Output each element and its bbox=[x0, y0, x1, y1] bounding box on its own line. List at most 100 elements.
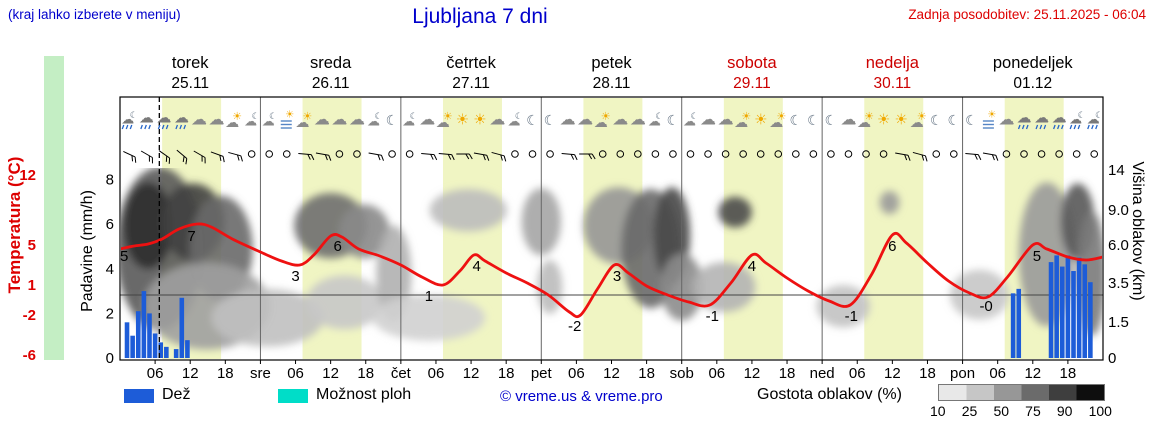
temp-value-label: 3 bbox=[291, 268, 299, 285]
svg-text:☾: ☾ bbox=[690, 111, 698, 121]
wind-row bbox=[123, 149, 1099, 165]
cloud-density-gradient bbox=[938, 384, 1105, 401]
svg-text:☁: ☁ bbox=[314, 112, 330, 129]
temperature-curve bbox=[121, 222, 1102, 319]
time-tick: ned bbox=[810, 365, 835, 382]
temp-value-label: -2 bbox=[568, 318, 581, 335]
svg-text:☁: ☁ bbox=[683, 114, 696, 129]
day-name: četrtek bbox=[446, 54, 496, 72]
page-title: Ljubljana 7 dni bbox=[412, 5, 548, 28]
showers-swatch bbox=[278, 389, 308, 403]
svg-text:☾: ☾ bbox=[269, 111, 277, 121]
temp-axis-tick: 5 bbox=[28, 237, 36, 254]
day-name: nedelja bbox=[866, 54, 920, 72]
svg-text:☀: ☀ bbox=[894, 112, 907, 129]
svg-text:☁: ☁ bbox=[295, 114, 309, 130]
svg-text:☁: ☁ bbox=[769, 114, 783, 130]
svg-text:☁: ☁ bbox=[700, 112, 716, 129]
svg-text:☾: ☾ bbox=[1095, 110, 1103, 120]
time-tick: 12 bbox=[603, 365, 620, 382]
day-date: 01.12 bbox=[1013, 75, 1052, 92]
temp-value-label: 1 bbox=[425, 288, 433, 305]
day-date: 26.11 bbox=[312, 75, 350, 92]
time-tick: 06 bbox=[568, 365, 585, 382]
svg-text:☁: ☁ bbox=[734, 114, 748, 130]
scale-tick: 25 bbox=[961, 403, 978, 419]
svg-text:☾: ☾ bbox=[515, 111, 523, 121]
svg-text:☁: ☁ bbox=[262, 114, 275, 129]
time-tick: 06 bbox=[708, 365, 725, 382]
svg-text:☀: ☀ bbox=[864, 111, 874, 123]
temp-axis-tick: -2 bbox=[23, 307, 36, 324]
day-name: torek bbox=[172, 54, 209, 72]
svg-text:☁: ☁ bbox=[857, 114, 871, 130]
svg-text:☁: ☁ bbox=[630, 112, 646, 129]
time-tick: 12 bbox=[1024, 365, 1041, 382]
side-strip bbox=[44, 56, 64, 360]
temp-value-label: -1 bbox=[845, 308, 858, 325]
day-date: 29.11 bbox=[733, 75, 771, 92]
svg-text:☾: ☾ bbox=[544, 112, 557, 128]
temp-axis-tick: -6 bbox=[23, 347, 36, 364]
svg-text:☾: ☾ bbox=[825, 112, 838, 128]
svg-text:☾: ☾ bbox=[667, 112, 680, 128]
svg-text:☁: ☁ bbox=[718, 112, 734, 129]
daylight-bands bbox=[162, 98, 1064, 359]
svg-text:☾: ☾ bbox=[526, 112, 539, 128]
precip-axis-tick: 0 bbox=[106, 350, 114, 367]
cloud-axis-tick: 6.0 bbox=[1108, 237, 1129, 254]
time-tick: pon bbox=[950, 365, 975, 382]
svg-text:☾: ☾ bbox=[807, 112, 820, 128]
svg-text:☁: ☁ bbox=[1034, 110, 1049, 127]
scale-tick: 100 bbox=[1088, 403, 1112, 419]
svg-text:☀: ☀ bbox=[877, 112, 890, 129]
precipitation-axis-label: Padavine (mm/h) bbox=[79, 190, 96, 312]
time-tick: 18 bbox=[1060, 365, 1077, 382]
time-tick: 18 bbox=[217, 365, 234, 382]
temp-axis-tick: 1 bbox=[28, 277, 36, 294]
time-tick: 12 bbox=[322, 365, 339, 382]
day-date: 28.11 bbox=[593, 75, 631, 92]
temp-value-label: 7 bbox=[187, 228, 195, 245]
rain-swatch bbox=[124, 389, 154, 403]
svg-text:☁: ☁ bbox=[648, 114, 661, 129]
svg-text:☁: ☁ bbox=[998, 112, 1014, 129]
svg-text:☾: ☾ bbox=[410, 111, 418, 121]
cloud-density-legend-label: Gostota oblakov (%) bbox=[757, 386, 902, 403]
svg-text:☀: ☀ bbox=[754, 112, 767, 129]
scale-tick: 10 bbox=[930, 403, 946, 419]
copyright-link[interactable]: © vreme.us & vreme.pro bbox=[500, 388, 663, 405]
temp-value-label: -0 bbox=[979, 298, 992, 315]
svg-text:☀: ☀ bbox=[456, 112, 469, 129]
time-tick: pet bbox=[531, 365, 553, 382]
time-tick: čet bbox=[391, 365, 412, 382]
svg-text:☾: ☾ bbox=[252, 111, 260, 121]
svg-text:☁: ☁ bbox=[1017, 110, 1032, 127]
day-name: sreda bbox=[310, 54, 352, 72]
svg-text:☾: ☾ bbox=[130, 110, 138, 120]
temp-axis-tick: 12 bbox=[19, 167, 36, 184]
time-tick: 12 bbox=[744, 365, 761, 382]
cloud-axis-tick: 14 bbox=[1108, 162, 1125, 179]
svg-text:☀: ☀ bbox=[302, 111, 312, 123]
time-tick: 06 bbox=[287, 365, 304, 382]
precip-axis-tick: 8 bbox=[106, 172, 114, 189]
svg-text:☀: ☀ bbox=[601, 111, 611, 123]
svg-text:☾: ☾ bbox=[655, 111, 663, 121]
svg-text:☁: ☁ bbox=[156, 110, 171, 127]
time-tick: 06 bbox=[147, 365, 164, 382]
svg-text:☾: ☾ bbox=[790, 112, 803, 128]
last-update-text: Zadnja posodobitev: 25.11.2025 - 06:04 bbox=[908, 7, 1146, 22]
cloud-axis-tick: 1.5 bbox=[1108, 314, 1129, 331]
svg-text:☁: ☁ bbox=[1069, 112, 1082, 127]
svg-text:☁: ☁ bbox=[367, 114, 380, 129]
svg-text:☀: ☀ bbox=[776, 111, 786, 123]
svg-text:☀: ☀ bbox=[741, 111, 751, 123]
rain-legend-label: Dež bbox=[162, 386, 191, 403]
day-name: ponedeljek bbox=[993, 54, 1074, 72]
time-tick: 18 bbox=[919, 365, 936, 382]
temp-value-label: 4 bbox=[748, 258, 756, 275]
cloud-axis-tick: 3.5 bbox=[1108, 275, 1129, 292]
svg-text:☁: ☁ bbox=[244, 114, 257, 129]
